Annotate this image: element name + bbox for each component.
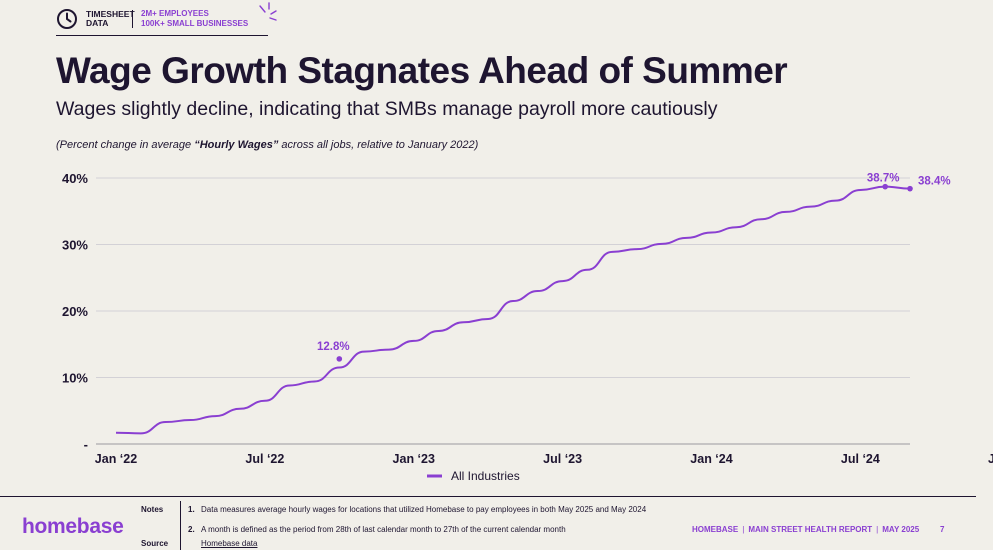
data-point-marker: [882, 183, 888, 190]
chart-caption: (Percent change in average “Hourly Wages…: [56, 139, 478, 151]
x-tick-label: Jan ‘24: [690, 452, 732, 466]
x-tick-label: Jan ‘25: [988, 452, 993, 466]
report-date: MAY 2025: [882, 525, 920, 534]
y-tick-label: 20%: [62, 304, 88, 319]
timesheet-banner: TIMESHEET DATA 2M+ EMPLOYEES 100K+ SMALL…: [56, 3, 268, 36]
y-tick-label: 10%: [62, 371, 88, 386]
separator: |: [876, 525, 879, 534]
x-tick-label: Jan ‘23: [393, 452, 435, 466]
page-number: 7: [940, 525, 945, 534]
source-link[interactable]: Homebase data: [201, 539, 258, 548]
report-brand: HOMEBASE: [692, 525, 739, 534]
y-tick-label: 30%: [62, 238, 88, 253]
note-2: 2. A month is defined as the period from …: [188, 525, 668, 535]
timesheet-data-label: TIMESHEET DATA: [86, 9, 135, 28]
data-point-marker: [336, 356, 343, 362]
source-label: Source: [141, 539, 169, 548]
businesses-stat: 100K+ SMALL BUSINESSES: [141, 19, 249, 28]
note-text: Data measures average hourly wages for l…: [201, 505, 647, 514]
report-footer: HOMEBASE | MAIN STREET HEALTH REPORT | MAY 2…: [692, 525, 919, 534]
data-label: 38.7%: [867, 173, 900, 185]
note-number: 1.: [188, 505, 195, 514]
data-point-marker: [907, 185, 913, 192]
x-tick-label: Jul ‘23: [543, 452, 582, 466]
homebase-logo: homebase: [22, 515, 124, 538]
x-tick-label: Jul ‘22: [245, 452, 284, 466]
caption-bold: “Hourly Wages”: [194, 139, 279, 151]
footer-divider: [0, 496, 976, 497]
stats-block: 2M+ EMPLOYEES 100K+ SMALL BUSINESSES: [141, 9, 248, 29]
series-line: [115, 185, 911, 435]
report-name: MAIN STREET HEALTH REPORT: [748, 525, 873, 534]
page-subtitle: Wages slightly decline, indicating that …: [56, 98, 718, 120]
note-number: 2.: [188, 525, 195, 534]
y-tick-label: 40%: [62, 171, 88, 186]
caption-suffix: across all jobs, relative to January 202…: [278, 139, 479, 151]
note-1: 1. Data measures average hourly wages for…: [188, 505, 668, 515]
x-tick-label: Jan ‘22: [95, 452, 137, 466]
y-tick-label: -: [84, 437, 88, 452]
wage-growth-chart: - 10% 20% 30% 40% Jan ‘22 Jul ‘22 Jan ‘23 Jul ‘2…: [62, 171, 993, 483]
data-label: 38.4%: [918, 176, 951, 188]
separator: |: [742, 525, 745, 534]
notes-label: Notes: [141, 505, 164, 514]
employees-stat: 2M+ EMPLOYEES: [141, 9, 209, 18]
page-title: Wage Growth Stagnates Ahead of Summer: [56, 50, 788, 91]
note-text: A month is defined as the period from 28…: [201, 525, 566, 534]
x-tick-label: Jul ‘24: [841, 452, 880, 466]
data-label: 12.8%: [317, 341, 350, 353]
sparkle-icon: [259, 2, 277, 21]
clock-icon: [57, 9, 77, 29]
notes-divider: [180, 501, 181, 550]
legend-label: All Industries: [451, 469, 520, 483]
caption-prefix: (Percent change in average: [56, 139, 195, 151]
